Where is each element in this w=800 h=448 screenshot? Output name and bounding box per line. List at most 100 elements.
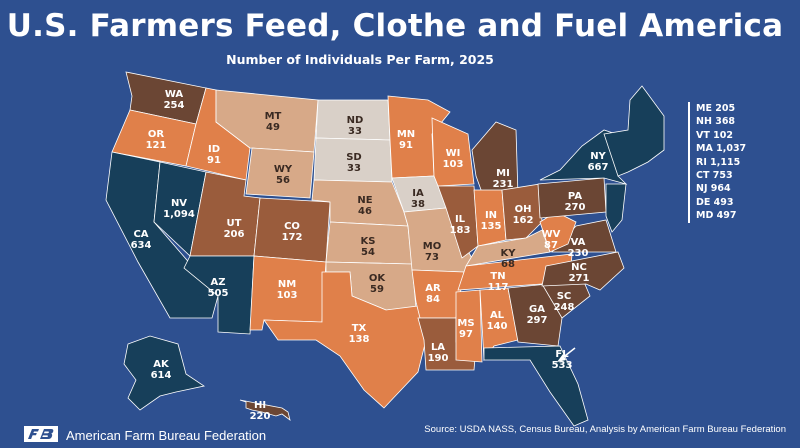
state-value-tn: 117 bbox=[488, 282, 509, 293]
northeast-values-list: ME 205 NH 368 VT 102 MA 1,037 RI 1,115 C… bbox=[688, 102, 746, 223]
state-label-nc: NC bbox=[571, 262, 587, 273]
state-label-tx: TX bbox=[352, 323, 367, 334]
map-title: U.S. Farmers Feed, Clothe and Fuel Ameri… bbox=[6, 8, 784, 44]
ne-list-item-ri: RI 1,115 bbox=[696, 156, 741, 168]
state-label-il: IL bbox=[455, 214, 466, 225]
state-label-mt: MT bbox=[265, 111, 282, 122]
state-value-ky: 68 bbox=[501, 259, 515, 270]
fl-pointer-arrowhead bbox=[557, 354, 566, 362]
state-label-mn: MN bbox=[397, 129, 415, 140]
state-ms bbox=[455, 289, 483, 363]
state-value-wi: 103 bbox=[443, 159, 464, 170]
ne-list-item-de: DE 493 bbox=[696, 196, 734, 208]
state-value-ms: 97 bbox=[459, 329, 473, 340]
state-value-mt: 49 bbox=[266, 122, 280, 133]
state-value-la: 190 bbox=[428, 353, 449, 364]
state-value-nm: 103 bbox=[277, 290, 298, 301]
ne-list-item-md: MD 497 bbox=[696, 210, 737, 222]
state-value-mn: 91 bbox=[399, 140, 413, 151]
state-label-or: OR bbox=[148, 129, 165, 140]
state-label-ia: IA bbox=[412, 188, 424, 199]
state-value-mi: 231 bbox=[493, 179, 514, 190]
ne-list-item-nh: NH 368 bbox=[696, 116, 736, 128]
state-value-ok: 59 bbox=[370, 284, 384, 295]
state-value-nd: 33 bbox=[348, 126, 362, 137]
state-value-wy: 56 bbox=[276, 175, 290, 186]
state-value-mo: 73 bbox=[425, 252, 439, 263]
state-value-wa: 254 bbox=[164, 100, 185, 111]
state-value-in: 135 bbox=[481, 221, 502, 232]
state-ga bbox=[507, 283, 563, 347]
state-label-mi: MI bbox=[496, 168, 510, 179]
map-subtitle: Number of Individuals Per Farm, 2025 bbox=[226, 52, 494, 67]
state-label-sc: SC bbox=[557, 291, 572, 302]
state-label-la: LA bbox=[431, 342, 445, 353]
state-label-ga: GA bbox=[529, 304, 545, 315]
state-label-ms: MS bbox=[457, 318, 474, 329]
state-value-pa: 270 bbox=[565, 202, 586, 213]
ne-list-item-nj: NJ 964 bbox=[696, 183, 731, 195]
state-label-nd: ND bbox=[347, 115, 364, 126]
state-label-nv: NV bbox=[171, 198, 187, 209]
ne-list-item-me: ME 205 bbox=[696, 103, 736, 114]
state-wy bbox=[245, 147, 315, 199]
state-value-va: 230 bbox=[568, 248, 589, 259]
state-value-fl: 533 bbox=[552, 360, 573, 371]
state-label-ca: CA bbox=[133, 229, 148, 240]
state-label-id: ID bbox=[208, 144, 220, 155]
state-value-ia: 38 bbox=[411, 199, 425, 210]
state-value-nv: 1,094 bbox=[163, 209, 195, 220]
state-label-tn: TN bbox=[490, 271, 505, 282]
state-label-ky: KY bbox=[501, 248, 517, 259]
state-label-wv: WV bbox=[542, 229, 561, 240]
state-oh bbox=[501, 183, 543, 241]
state-label-ks: KS bbox=[361, 236, 376, 247]
state-label-ak: AK bbox=[153, 359, 170, 370]
state-value-wv: 87 bbox=[544, 240, 558, 251]
state-value-co: 172 bbox=[282, 232, 303, 243]
state-value-tx: 138 bbox=[349, 334, 370, 345]
state-label-oh: OH bbox=[515, 204, 532, 215]
state-value-hi: 220 bbox=[250, 411, 271, 422]
state-fl bbox=[483, 345, 589, 427]
state-label-ne: NE bbox=[357, 195, 372, 206]
state-label-hi: HI bbox=[254, 400, 266, 411]
state-value-ak: 614 bbox=[151, 370, 172, 381]
state-value-oh: 162 bbox=[513, 215, 534, 226]
state-value-or: 121 bbox=[146, 140, 167, 151]
state-value-az: 505 bbox=[208, 288, 229, 299]
state-label-fl: FL bbox=[555, 349, 569, 360]
state-label-ut: UT bbox=[227, 218, 242, 229]
state-value-id: 91 bbox=[207, 155, 221, 166]
state-value-nc: 271 bbox=[569, 273, 590, 284]
state-value-ca: 634 bbox=[131, 240, 152, 251]
state-value-al: 140 bbox=[487, 321, 508, 332]
state-new-england bbox=[603, 85, 665, 177]
state-hi bbox=[239, 399, 291, 421]
state-label-ar: AR bbox=[425, 283, 441, 294]
ne-list-item-ma: MA 1,037 bbox=[696, 143, 747, 155]
ne-list-item-vt: VT 102 bbox=[696, 129, 733, 141]
state-tx bbox=[263, 271, 427, 409]
state-value-ks: 54 bbox=[361, 247, 375, 258]
state-label-sd: SD bbox=[346, 152, 362, 163]
state-label-wi: WI bbox=[446, 148, 461, 159]
state-ak bbox=[123, 335, 206, 411]
state-value-ga: 297 bbox=[527, 315, 548, 326]
organization-name: American Farm Bureau Federation bbox=[66, 428, 267, 443]
state-label-al: AL bbox=[490, 310, 505, 321]
state-il bbox=[437, 185, 479, 259]
state-nj-md-de bbox=[605, 183, 627, 233]
state-label-mo: MO bbox=[423, 241, 441, 252]
state-label-co: CO bbox=[284, 221, 300, 232]
state-value-il: 183 bbox=[450, 225, 471, 236]
state-label-in: IN bbox=[485, 210, 497, 221]
state-value-ne: 46 bbox=[358, 206, 372, 217]
state-value-ny: 667 bbox=[588, 162, 609, 173]
farm-bureau-logo bbox=[24, 426, 58, 442]
state-al bbox=[479, 287, 519, 362]
state-label-pa: PA bbox=[568, 191, 582, 202]
state-label-wy: WY bbox=[274, 164, 293, 175]
state-label-ny: NY bbox=[590, 151, 606, 162]
